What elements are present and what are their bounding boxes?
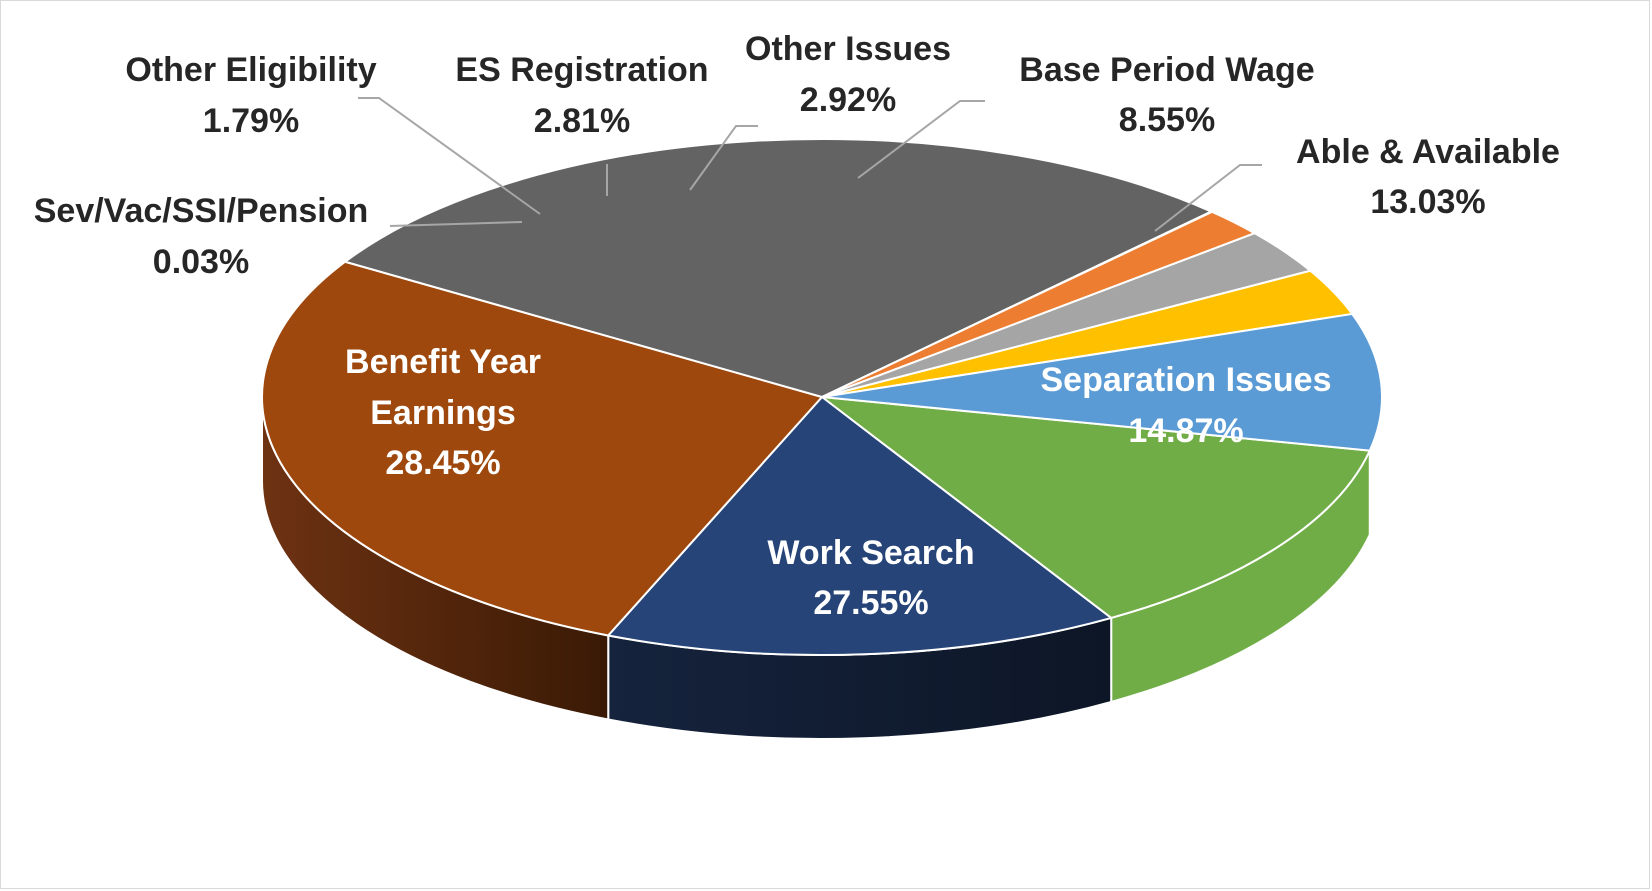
- label-es-registration-name: ES Registration: [455, 51, 708, 89]
- label-benefit-name1: Benefit Year: [345, 343, 541, 381]
- label-es-registration: ES Registration 2.81%: [455, 51, 708, 140]
- label-base-period-value: 8.55%: [1119, 101, 1215, 139]
- label-sev: Sev/Vac/SSI/Pension 0.03%: [34, 192, 369, 281]
- label-able: Able & Available 13.03%: [1296, 133, 1560, 221]
- label-work: Work Search 27.55%: [767, 534, 974, 622]
- label-benefit: Benefit Year Earnings 28.45%: [345, 343, 541, 482]
- label-base-period: Base Period Wage 8.55%: [1019, 51, 1314, 139]
- label-able-name: Able & Available: [1296, 133, 1560, 171]
- slice-benefit-year-earnings: [344, 138, 1213, 398]
- label-other-eligibility-name: Other Eligibility: [125, 51, 376, 89]
- slice-separation-issues: [607, 396, 1113, 656]
- slice-able-available: [821, 396, 1371, 619]
- pie-slices: [261, 138, 1383, 656]
- leader-lines: [358, 97, 1262, 232]
- leader-other-eligibility: [358, 97, 541, 215]
- label-other-issues: Other Issues 2.92%: [745, 30, 951, 119]
- label-other-eligibility: Other Eligibility 1.79%: [125, 51, 376, 140]
- leader-able: [1154, 164, 1262, 232]
- label-sev-name: Sev/Vac/SSI/Pension: [34, 192, 369, 230]
- label-benefit-value: 28.45%: [385, 444, 500, 482]
- label-separation-value: 14.87%: [1128, 412, 1243, 450]
- leader-base-period: [857, 100, 985, 179]
- slice-work-search: [261, 260, 823, 637]
- label-other-issues-value: 2.92%: [800, 81, 896, 119]
- label-separation: Separation Issues 14.87%: [1040, 361, 1331, 450]
- label-work-name: Work Search: [767, 534, 974, 572]
- label-other-issues-name: Other Issues: [745, 30, 951, 68]
- slice-base-period-wage: [821, 312, 1383, 452]
- leader-sev: [389, 221, 523, 227]
- label-base-period-name: Base Period Wage: [1019, 51, 1314, 89]
- label-benefit-name2: Earnings: [370, 394, 515, 432]
- label-other-eligibility-value: 1.79%: [203, 102, 299, 140]
- label-able-value: 13.03%: [1370, 183, 1485, 221]
- label-es-registration-value: 2.81%: [534, 102, 630, 140]
- label-work-value: 27.55%: [813, 584, 928, 622]
- leader-other-issues: [689, 125, 758, 191]
- label-sev-value: 0.03%: [153, 243, 249, 281]
- label-separation-name: Separation Issues: [1040, 361, 1331, 399]
